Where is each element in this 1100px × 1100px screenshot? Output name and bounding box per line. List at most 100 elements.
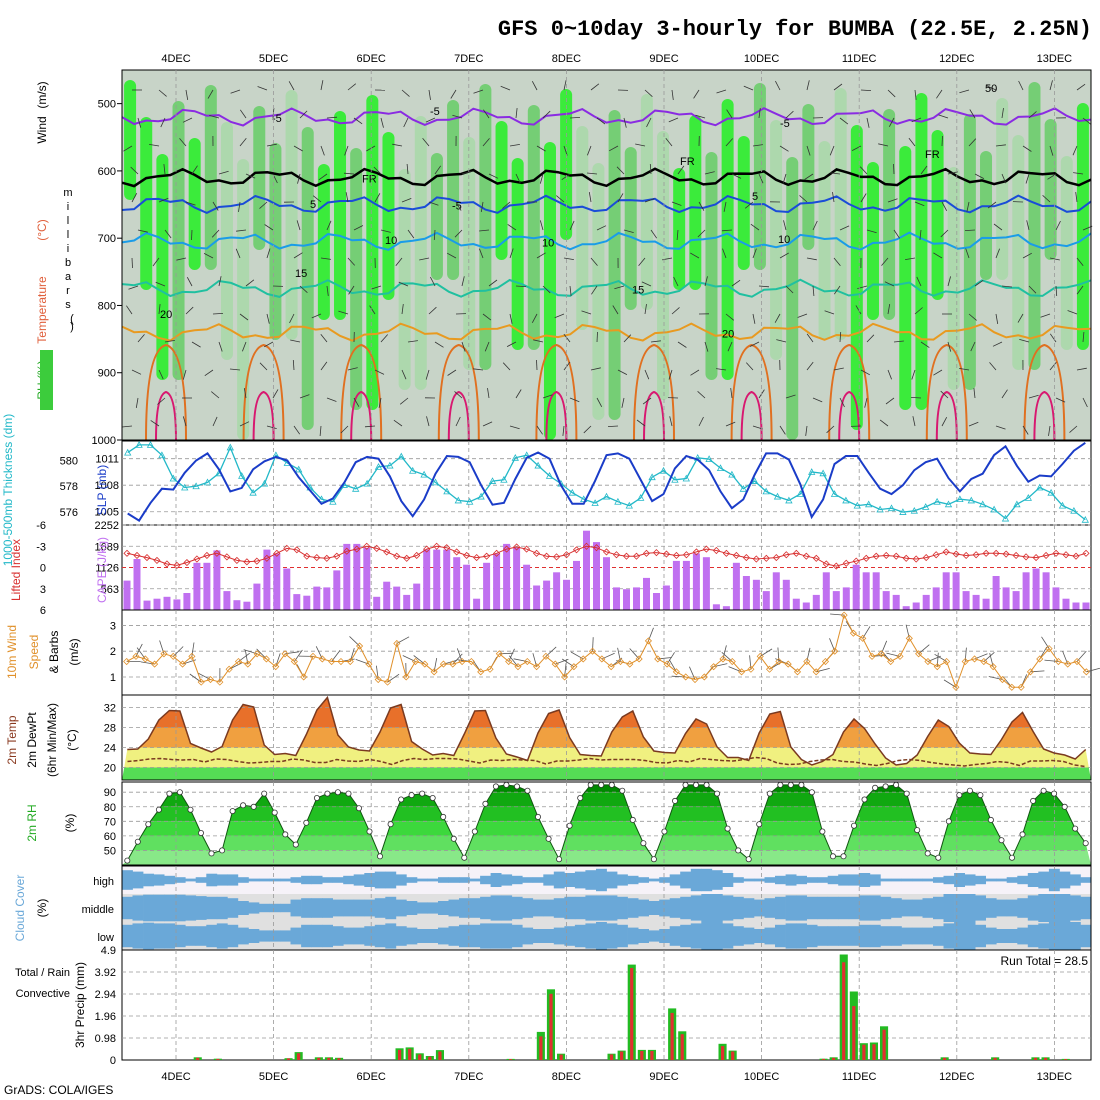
lifted-index-point — [792, 549, 800, 557]
wind-barb — [621, 397, 625, 408]
cloud-cell-high — [869, 874, 881, 886]
rh-shading — [447, 100, 460, 280]
cloud-cell-low — [248, 929, 260, 943]
wind-barb — [243, 388, 247, 399]
cloud-cell-middle — [775, 896, 786, 920]
cloud-cell-middle — [322, 898, 333, 918]
cloud-cell-middle — [627, 898, 639, 918]
isotherm-label: -5 — [452, 201, 462, 213]
rh-shading — [850, 125, 863, 430]
hot-contour — [935, 390, 958, 441]
cloud-cell-middle — [796, 895, 807, 921]
lifted-index-point — [1002, 550, 1010, 558]
cape-bar — [952, 572, 960, 610]
cloud-cell-middle — [385, 896, 397, 920]
thickness-tick-label: 580 — [60, 455, 78, 467]
wind-speed-point — [1026, 668, 1035, 676]
warm-contour — [1023, 343, 1066, 441]
cloud-cell-low — [964, 922, 976, 950]
rh-point — [429, 795, 436, 802]
wind-barb — [938, 114, 949, 119]
wind-barb — [697, 229, 706, 238]
thickness-point — [728, 470, 736, 478]
wind-barb — [833, 367, 844, 371]
wind-ylabel-part: (m/s) — [67, 638, 81, 665]
cloud-cell-high — [332, 877, 344, 883]
cape-bar — [762, 591, 770, 610]
wind-barb — [502, 201, 511, 209]
cape-bar — [842, 587, 850, 610]
isotherm-15 — [121, 278, 1092, 298]
wind-barb — [369, 305, 376, 315]
precip-convective-bar — [1064, 1059, 1068, 1060]
cloud-cell-high — [711, 870, 723, 890]
wind-barb — [293, 145, 303, 152]
wind-barb — [910, 397, 922, 399]
wind-barb — [428, 306, 437, 315]
cape-bar — [653, 593, 660, 610]
wind-barb — [697, 391, 706, 399]
precip-convective-bar — [832, 1057, 836, 1060]
wind-speed-point — [635, 655, 643, 663]
wind-speed-point — [765, 665, 774, 673]
wind-barb — [1073, 172, 1084, 175]
rh-point — [882, 783, 889, 790]
wind-barb — [218, 170, 229, 175]
cloud-cell-low — [933, 926, 944, 946]
wind-barb — [698, 201, 705, 211]
wind-barb — [426, 416, 430, 427]
wind-barb — [126, 305, 133, 315]
wind-barb — [182, 117, 193, 123]
cape-bar — [613, 587, 620, 610]
warm-contour — [828, 343, 871, 441]
rh-point — [872, 784, 879, 791]
wind-barb — [752, 425, 763, 430]
cloud-cell-middle — [954, 894, 965, 922]
rh-point — [566, 822, 573, 829]
rh-point — [334, 789, 341, 796]
contour-label: 15 — [295, 268, 307, 280]
cloud-cell-low — [806, 924, 818, 948]
cloud-cell-high — [648, 878, 660, 882]
precip-convective-bar — [418, 1054, 422, 1060]
rh-point — [619, 787, 626, 794]
precip-convective-bar — [559, 1054, 563, 1060]
wind-barb — [911, 117, 922, 123]
thickness-point — [682, 474, 690, 482]
cloud-cell-middle — [806, 896, 818, 920]
wind-barb — [207, 89, 214, 99]
rh-shading — [592, 163, 605, 420]
wind-barb — [500, 85, 511, 91]
wind-barb — [596, 225, 607, 231]
wind-barb — [1026, 220, 1030, 231]
temp-frame — [121, 694, 1092, 781]
cloud-cell-middle — [732, 896, 744, 920]
wind-barb — [158, 197, 169, 203]
wind-barb — [833, 83, 843, 91]
cape-bar — [732, 562, 740, 610]
wind-speed-point — [989, 663, 997, 671]
rh-point — [977, 792, 984, 799]
rh-shading — [495, 121, 508, 260]
cloud-cell-middle — [1027, 895, 1039, 921]
rh-shading — [317, 164, 330, 320]
isotherm-label: FR — [362, 174, 377, 186]
wind-barb — [209, 115, 220, 119]
rh-shading — [673, 168, 686, 290]
wind-barb — [348, 285, 355, 295]
wind-barb — [583, 425, 592, 434]
wind-barb — [677, 341, 687, 348]
wind-barb — [401, 89, 410, 97]
cloud-cell-middle — [1080, 896, 1092, 920]
slp-ylabel: SLP (mb) — [95, 465, 109, 515]
wind-barb — [122, 425, 133, 428]
wind-barb — [401, 369, 407, 380]
cloud-cell-high — [227, 874, 239, 886]
cloud-cell-high — [522, 877, 534, 883]
precip-convective-bar — [1044, 1057, 1048, 1060]
rh-point — [134, 838, 141, 845]
cloud-cell-low — [680, 924, 692, 948]
cape-bar — [1012, 591, 1020, 610]
lifted-index-point — [782, 551, 790, 559]
cloud-cell-middle — [901, 899, 913, 917]
